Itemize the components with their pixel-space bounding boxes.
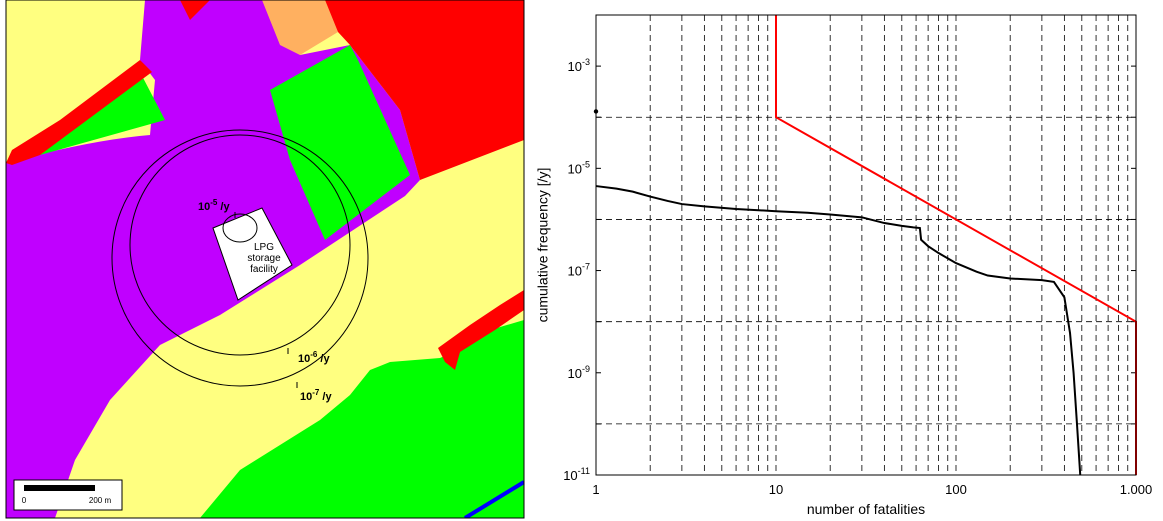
fn-curve-line (595, 185, 1082, 476)
industrial-small (180, 0, 210, 20)
contour-label-1e-5: 10-5 /y (198, 198, 230, 213)
facility-inner-contour (222, 213, 258, 243)
facility-label-line1: LPG (254, 242, 274, 253)
contour-label-1e-6: 10-6 /y (298, 350, 330, 365)
map-frame (5, 0, 525, 519)
tick-labels: 1 10 100 1.000 10-11 10-9 10-7 10-5 10-3 (563, 57, 1152, 497)
recreation-area (270, 45, 410, 240)
y-tick-label: 10-9 (568, 364, 590, 381)
scale-bar (24, 485, 95, 491)
risk-contour-1e-6 (129, 134, 351, 356)
x-axis-label: number of fatalities (807, 501, 925, 517)
recreation-area-small (40, 72, 165, 155)
y-axis-label: cumulative frequency [/y] (535, 168, 551, 323)
y-tick-label: 10-11 (563, 466, 590, 483)
facility-label-line2: storage (247, 253, 281, 264)
commercial-area (262, 0, 338, 55)
facility-label-line3: facility (250, 264, 278, 275)
x-tick-label: 100 (945, 482, 967, 497)
y-tick-label: 10-7 (568, 262, 590, 279)
y-tick-label: 10-5 (568, 159, 590, 176)
risk-contour-1e-7 (111, 129, 369, 387)
x-tick-label: 1 (592, 482, 599, 497)
water-line (463, 480, 524, 518)
fn-curve-chart: 1 10 100 1.000 10-11 10-9 10-7 10-5 10-3 number … (535, 14, 1152, 517)
x-tick-label: 10 (769, 482, 783, 497)
scale-bar-end: 200 m (89, 496, 112, 505)
industrial-area (325, 0, 524, 180)
industrial-strip (6, 60, 152, 165)
industrial-strip-right (438, 290, 524, 370)
series-layer (593, 15, 1137, 476)
contour-label-1e-7: 10-7 /y (300, 388, 332, 403)
scale-bar-box (13, 479, 123, 511)
y-tick-label: 10-3 (568, 57, 590, 74)
scale-bar-start: 0 (22, 496, 27, 505)
grid (596, 15, 1136, 476)
risk-map: LPG storage facility 10-5 /y 10-6 /y 10-… (5, 0, 525, 519)
x-tick-label: 1.000 (1120, 482, 1153, 497)
plot-frame (595, 14, 1137, 476)
recreation-area-large (200, 320, 524, 518)
